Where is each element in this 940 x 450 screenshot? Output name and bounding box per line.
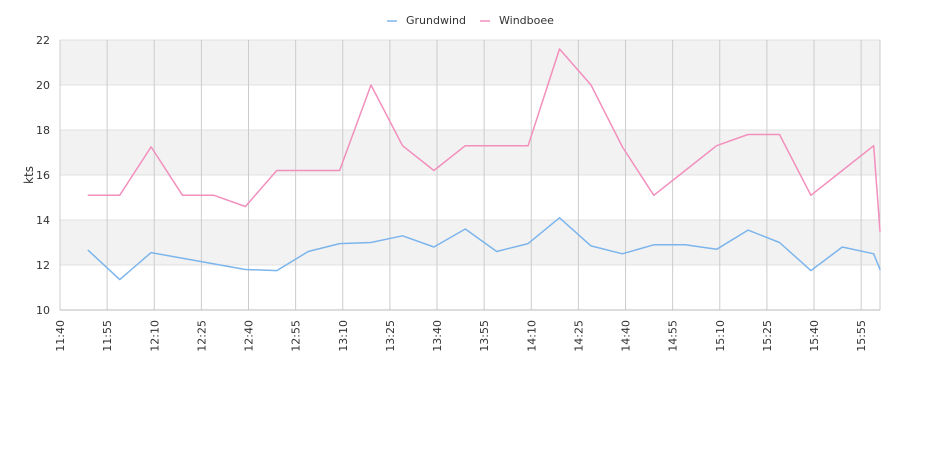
series-lines (87, 48, 881, 281)
x-tick-label: 11:55 (101, 320, 114, 352)
x-tick-label: 13:25 (384, 320, 397, 352)
y-tick-label: 16 (36, 169, 50, 182)
plot-band (60, 130, 880, 175)
x-tick-label: 13:55 (478, 320, 491, 352)
axes (59, 40, 880, 311)
x-tick-label: 14:40 (620, 320, 633, 352)
legend-label: Windboee (499, 14, 554, 27)
y-tick-label: 20 (36, 79, 50, 92)
x-tick-label: 15:40 (808, 320, 821, 352)
x-tick-label: 12:40 (243, 320, 256, 352)
y-tick-label: 14 (36, 214, 50, 227)
x-tick-label: 13:10 (337, 320, 350, 352)
y-tick-label: 18 (36, 124, 50, 137)
series-line-windboee[interactable] (87, 48, 881, 233)
y-tick-label: 22 (36, 34, 50, 47)
x-tick-label: 12:25 (195, 320, 208, 352)
y-axis-label: kts (22, 166, 36, 184)
legend-item-windboee[interactable]: Windboee (480, 14, 554, 27)
x-tick-label: 15:55 (855, 320, 868, 352)
x-tick-labels: 11:40 11:55 12:10 12:25 12:40 12:55 13:10 13:25… (54, 320, 868, 352)
plot-bands (60, 40, 880, 310)
plot-band (60, 175, 880, 220)
x-tick-label: 12:55 (290, 320, 303, 352)
x-tick-label: 14:55 (667, 320, 680, 352)
y-tick-labels: 10 12 14 16 18 20 22 (36, 34, 50, 317)
legend-label: Grundwind (406, 14, 466, 27)
plot-band (60, 265, 880, 310)
plot-band (60, 85, 880, 130)
plot-band (60, 40, 880, 85)
series-line-grundwind[interactable] (87, 217, 881, 281)
legend-item-grundwind[interactable]: Grundwind (387, 14, 466, 27)
y-tick-label: 10 (36, 304, 50, 317)
x-tick-label: 14:25 (572, 320, 585, 352)
x-tick-label: 12:10 (148, 320, 161, 352)
x-tick-label: 11:40 (54, 320, 67, 352)
plot-band (60, 220, 880, 265)
x-tick-label: 13:40 (431, 320, 444, 352)
x-tick-label: 15:10 (714, 320, 727, 352)
x-tick-label: 15:25 (761, 320, 774, 352)
legend[interactable]: Grundwind Windboee (387, 14, 554, 27)
y-tick-label: 12 (36, 259, 50, 272)
x-tick-label: 14:10 (525, 320, 538, 352)
